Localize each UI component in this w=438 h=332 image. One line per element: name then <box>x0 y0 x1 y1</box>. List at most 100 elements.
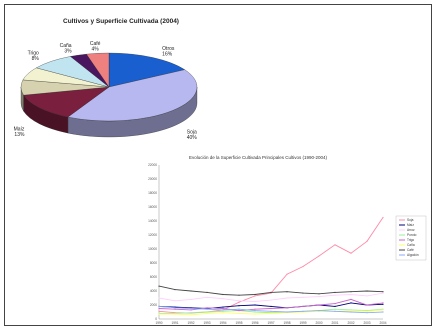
series-1-point-11 <box>334 305 336 307</box>
pie-pct-0: 16% <box>162 51 173 57</box>
series-7-point-2 <box>190 307 192 310</box>
pie-labels: Otros16%Soja40%Maíz13%Arroz7%Poroto6%Tri… <box>14 41 198 141</box>
series-4-point-7 <box>270 307 272 310</box>
pie-slice-0 <box>108 52 186 88</box>
series-1-point-4 <box>222 306 224 308</box>
line-series <box>158 216 384 316</box>
series-line-1 <box>158 302 384 309</box>
pie-label-7: Café <box>90 41 101 47</box>
series-4-point-13 <box>366 304 368 306</box>
x-tick-label-2: 1992 <box>187 321 194 325</box>
pie-slice-1 <box>67 69 198 122</box>
series-4-point-4 <box>222 307 224 310</box>
series-6-point-2 <box>190 290 192 292</box>
legend-label-2: Arroz <box>407 228 415 232</box>
series-1-point-12 <box>350 302 352 304</box>
series-6-point-3 <box>206 291 208 293</box>
series-7-point-8 <box>286 311 288 313</box>
series-0-point-13 <box>366 240 368 242</box>
series-7-point-12 <box>350 311 352 313</box>
x-tick-label-11: 2001 <box>331 321 338 325</box>
series-5-point-14 <box>382 309 384 311</box>
series-1-point-6 <box>254 304 256 306</box>
pie-label-5: Trigo <box>28 51 39 57</box>
pie-chart-panel: Cultivos y Superficie Cultivada (2004) O… <box>11 9 266 157</box>
series-6-point-9 <box>302 292 304 294</box>
series-4-point-2 <box>190 309 192 311</box>
series-7-point-14 <box>382 311 384 313</box>
legend-label-1: Maíz <box>407 223 414 227</box>
series-4-point-0 <box>158 307 160 310</box>
series-1-point-7 <box>270 305 272 307</box>
y-tick-label-10: 20000 <box>148 177 157 181</box>
series-5-point-6 <box>254 313 256 315</box>
series-5-point-13 <box>366 310 368 312</box>
pie-pct-5: 8% <box>32 56 40 62</box>
pie-pct-1: 40% <box>187 135 198 141</box>
series-3-point-6 <box>254 311 256 313</box>
x-tick-label-9: 1999 <box>299 321 306 325</box>
series-6-point-7 <box>270 291 272 293</box>
series-4-point-14 <box>382 302 384 304</box>
series-2-point-1 <box>174 300 176 302</box>
series-6-point-1 <box>174 289 176 291</box>
x-tick-label-5: 1995 <box>235 321 242 325</box>
series-6-point-12 <box>350 291 352 293</box>
pie-label-1: Soja <box>187 130 197 136</box>
series-6-point-4 <box>222 293 224 296</box>
y-tick-label-3: 6000 <box>150 275 157 279</box>
series-2-point-11 <box>334 294 336 296</box>
series-0-point-10 <box>318 255 320 257</box>
pie-pct-6: 3% <box>64 49 72 55</box>
legend-label-3: Poroto <box>407 233 417 237</box>
series-1-point-14 <box>382 303 384 305</box>
series-4-point-1 <box>174 308 176 310</box>
series-0-point-14 <box>382 216 384 219</box>
x-tick-label-14: 2004 <box>379 321 386 325</box>
line-axes: 0 2000 4000 6000 8000 10000 12000 14000 16000 180… <box>148 163 387 325</box>
pie-label-0: Otros <box>162 46 175 52</box>
series-5-point-5 <box>238 312 240 314</box>
series-5-point-2 <box>190 314 192 316</box>
series-line-0 <box>158 217 384 314</box>
series-2-point-8 <box>286 297 288 299</box>
x-tick-label-13: 2003 <box>363 321 370 325</box>
series-line-6 <box>158 285 384 296</box>
y-tick-label-5: 10000 <box>148 247 157 251</box>
series-4-point-12 <box>350 298 352 300</box>
series-6-point-0 <box>158 285 160 287</box>
series-2-point-3 <box>206 296 208 298</box>
series-7-point-7 <box>270 310 272 312</box>
series-1-point-5 <box>238 305 240 307</box>
pie-chart: Cultivos y Superficie Cultivada (2004) O… <box>14 18 198 141</box>
series-5-point-0 <box>158 313 160 315</box>
series-0-point-11 <box>334 244 336 246</box>
series-2-point-7 <box>270 299 272 301</box>
pie-slice-7 <box>86 52 110 88</box>
line-chart: Evolución de la Superficie Cultivada Pri… <box>148 155 427 325</box>
series-0-point-9 <box>302 265 304 268</box>
series-7-point-10 <box>318 310 320 312</box>
series-4-point-5 <box>238 310 240 312</box>
series-7-point-11 <box>334 310 336 312</box>
series-6-point-8 <box>286 291 288 293</box>
line-chart-panel: Evolución de la Superficie Cultivada Pri… <box>143 151 431 327</box>
pie-slice-2 <box>23 86 110 118</box>
series-7-point-5 <box>238 308 240 310</box>
x-tick-label-12: 2002 <box>347 321 354 325</box>
series-7-point-0 <box>158 305 160 307</box>
x-tick-label-3: 1993 <box>203 321 210 325</box>
series-6-point-6 <box>254 293 256 296</box>
series-2-point-13 <box>366 295 368 297</box>
series-6-point-13 <box>366 290 368 292</box>
y-tick-label-2: 4000 <box>150 289 157 293</box>
series-2-point-9 <box>302 296 304 298</box>
series-3-point-3 <box>206 311 208 313</box>
series-2-point-10 <box>318 296 320 298</box>
series-3-point-2 <box>190 312 192 314</box>
series-2-point-2 <box>190 298 192 300</box>
series-2-point-4 <box>222 298 224 300</box>
series-4-point-10 <box>318 304 320 306</box>
y-tick-label-1: 2000 <box>150 303 157 307</box>
y-tick-label-9: 18000 <box>148 191 157 195</box>
